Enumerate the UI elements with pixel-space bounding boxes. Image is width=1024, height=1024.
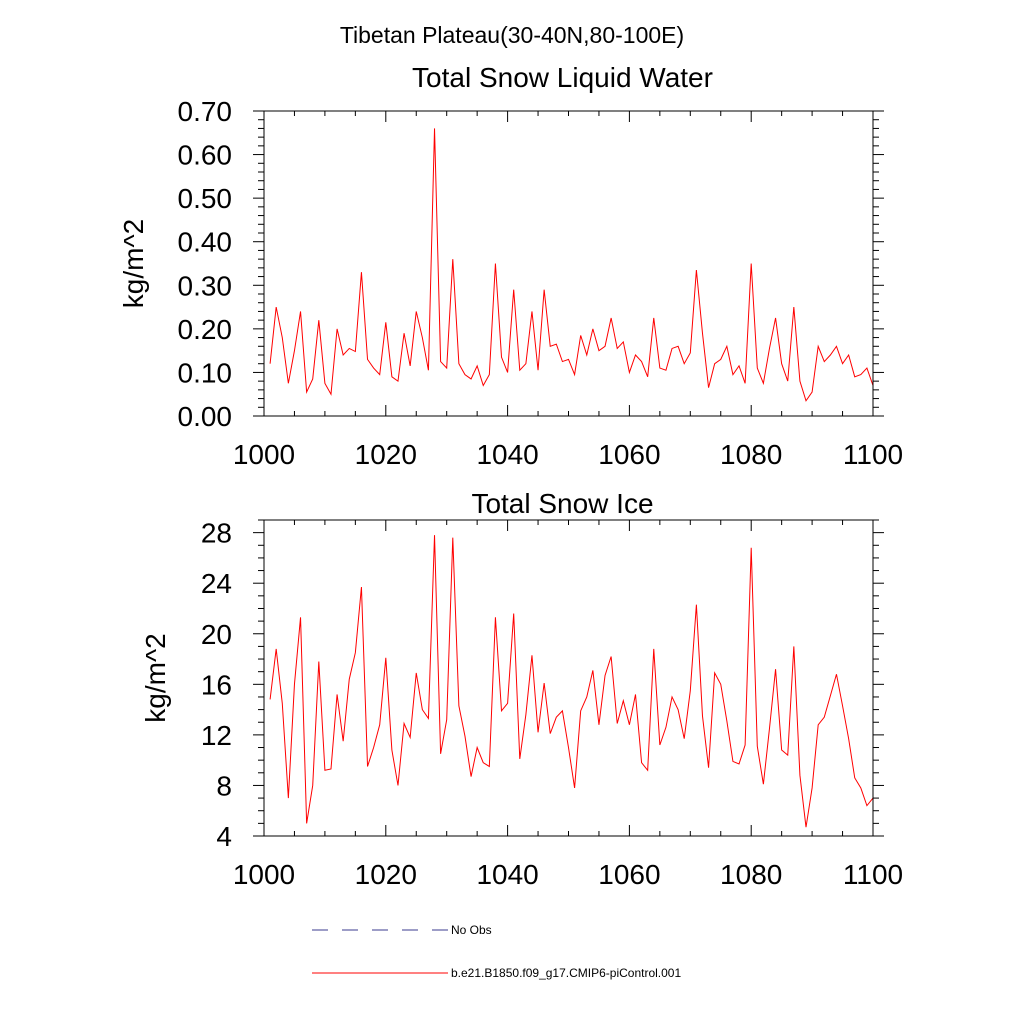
x-tick-label: 1000 xyxy=(233,859,295,890)
y-tick-label: 0.70 xyxy=(178,96,233,127)
y-tick-label: 0.00 xyxy=(178,401,233,432)
x-tick-label: 1000 xyxy=(233,439,295,470)
y-tick-label: 0.20 xyxy=(178,314,233,345)
series-lines xyxy=(269,535,874,828)
x-tick-label: 1100 xyxy=(843,859,903,890)
y-tick-label: 0.10 xyxy=(178,357,233,388)
y-tick-label: 28 xyxy=(201,518,232,549)
axis-ticks xyxy=(253,519,884,837)
chart-title: Total Snow Liquid Water xyxy=(412,62,713,93)
x-tick-label: 1080 xyxy=(720,439,782,470)
series-line xyxy=(269,535,874,828)
series-line xyxy=(269,128,874,402)
x-tick-label: 1060 xyxy=(598,439,660,470)
y-axis-label: kg/m^2 xyxy=(118,219,149,308)
x-tick-label: 1060 xyxy=(598,859,660,890)
axis-ticks xyxy=(253,110,884,417)
y-tick-label: 12 xyxy=(201,720,232,751)
series-lines xyxy=(269,128,874,402)
legend-model-label: b.e21.B1850.f09_g17.CMIP6-piControl.001 xyxy=(451,966,681,980)
x-tick-label: 1020 xyxy=(355,859,417,890)
y-tick-label: 0.30 xyxy=(178,270,233,301)
x-tick-label: 1100 xyxy=(843,439,903,470)
plot-frame xyxy=(263,110,874,417)
panel-snow-liquid-water: Total Snow Liquid Water kg/m^2 1000 1020 1… xyxy=(118,62,903,470)
x-tick-label: 1080 xyxy=(720,859,782,890)
x-tick-label: 1040 xyxy=(476,859,538,890)
y-tick-label: 0.60 xyxy=(178,140,233,171)
y-tick-label: 24 xyxy=(201,568,232,599)
y-tick-label: 0.50 xyxy=(178,183,233,214)
y-tick-label: 20 xyxy=(201,619,232,650)
y-tick-label: 4 xyxy=(216,821,232,852)
y-tick-label: 0.40 xyxy=(178,227,233,258)
y-tick-label: 16 xyxy=(201,669,232,700)
tick-labels: 1000 1020 1040 1060 1080 1100 0.00 0.10 0.20 0.30… xyxy=(178,96,904,470)
suptitle: Tibetan Plateau(30-40N,80-100E) xyxy=(340,22,684,48)
y-axis-label: kg/m^2 xyxy=(140,633,171,722)
plot-frame xyxy=(263,519,874,837)
legend-obs-label: No Obs xyxy=(451,923,492,937)
panel-snow-ice: Total Snow Ice kg/m^2 1000 1020 1040 1060 10… xyxy=(140,488,903,890)
x-tick-label: 1020 xyxy=(355,439,417,470)
x-tick-label: 1040 xyxy=(476,439,538,470)
chart-title: Total Snow Ice xyxy=(471,488,653,519)
tick-labels: 1000 1020 1040 1060 1080 1100 4 8 12 16 20 24 28 xyxy=(201,518,903,890)
legend: No Obs b.e21.B1850.f09_g17.CMIP6-piContr… xyxy=(312,923,681,980)
y-tick-label: 8 xyxy=(216,770,232,801)
